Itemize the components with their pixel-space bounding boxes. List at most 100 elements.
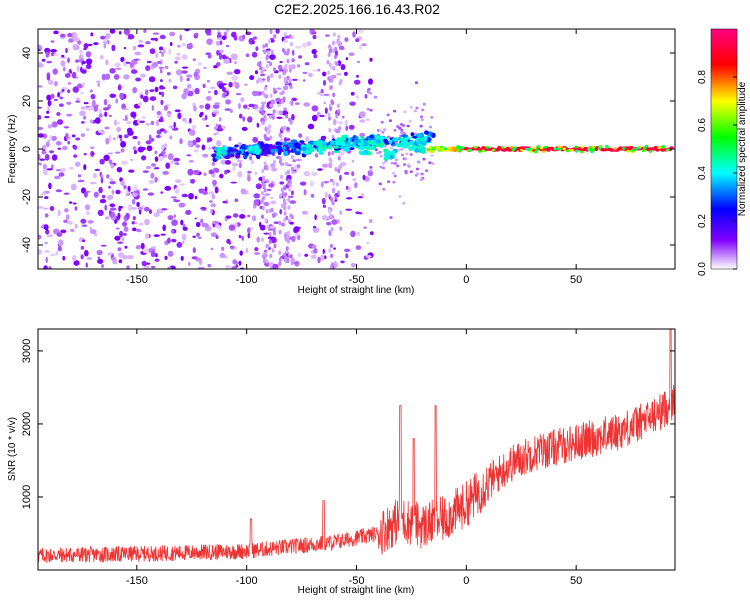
spectrogram-cell [359, 111, 366, 118]
spectrogram-cell [326, 60, 330, 65]
spectrogram-cell [137, 206, 144, 210]
spectrogram-cell [176, 52, 181, 56]
spectrogram-cell [41, 150, 47, 155]
spectrogram-cell [366, 107, 370, 111]
spectrogram-cell [266, 244, 270, 249]
spectrogram-cell [414, 81, 418, 85]
spectrogram-cell [270, 50, 274, 55]
spectrogram-cell [328, 231, 332, 236]
spectrogram-cell [112, 137, 116, 140]
spectrogram-cell [154, 37, 158, 42]
spectrogram-cell [161, 208, 168, 211]
spectrogram-cell [289, 254, 293, 259]
spectrogram-cell [68, 38, 74, 43]
spectrogram-cell [251, 51, 258, 58]
spectrogram-cell [288, 78, 292, 84]
spectrogram-cell [217, 124, 222, 131]
spectrogram-cell [149, 48, 156, 55]
spectrogram-cell [337, 34, 341, 40]
spectrogram-cell [80, 121, 85, 124]
spectrogram-cell [134, 51, 141, 56]
spectrogram-cell [108, 159, 113, 164]
spectrogram-cell [280, 126, 284, 131]
spectrogram-cell [320, 135, 327, 140]
spectrogram-cell [360, 136, 365, 140]
spectrogram-cell [329, 266, 333, 269]
spectrogram-cell [303, 189, 307, 196]
spectrogram-cell [249, 155, 253, 161]
spectrogram-cell [276, 87, 282, 90]
spectrogram-cell [55, 189, 63, 193]
spectrogram-cell [46, 60, 53, 64]
spectrogram-cell [278, 132, 282, 138]
spectrogram-cell [263, 86, 267, 91]
spectrogram-cell [363, 226, 367, 229]
spectrogram-cell [61, 87, 68, 90]
spectrogram-cell [122, 221, 127, 227]
spectrogram-cell [38, 153, 41, 161]
spectrogram-cell [142, 188, 149, 191]
spectrogram-cell [263, 49, 267, 55]
spectrogram-cell [47, 79, 54, 85]
spectrogram-cell [261, 206, 265, 211]
spectrogram-cell [161, 91, 165, 98]
snr-x-tick-label: 0 [463, 575, 469, 587]
spectrogram-cell [123, 29, 131, 35]
spectrogram-cell [38, 106, 43, 109]
spectrogram-cell [264, 126, 268, 132]
spectrogram-cell [253, 148, 259, 154]
spectrogram-cell [120, 148, 125, 153]
spectrogram-cell [294, 102, 300, 106]
spectrogram-cell [272, 231, 276, 236]
spectrogram-y-tick-label: -40 [21, 237, 33, 253]
spectrogram-cell [98, 186, 103, 194]
spectrogram-cell [167, 266, 172, 269]
spectrogram-cell [263, 150, 269, 155]
spectrogram-cell [285, 246, 289, 251]
spectrogram-cell [297, 64, 301, 68]
spectrogram-cell [221, 54, 227, 59]
spectrogram-cell [225, 199, 229, 205]
spectrogram-cell [439, 145, 444, 149]
spectrogram-cell [401, 134, 409, 138]
spectrogram-cell [90, 89, 93, 93]
spectrogram-cell [72, 202, 77, 205]
spectrogram-cell [69, 166, 74, 170]
spectrogram-cell [261, 120, 265, 125]
spectrogram-cell [117, 84, 122, 91]
spectrogram-cell [240, 97, 245, 103]
spectrogram-cell [260, 237, 264, 242]
spectrogram-cell [174, 162, 179, 165]
spectrogram-cell [359, 132, 366, 138]
spectrogram-cell [259, 80, 265, 84]
spectrogram-cell [97, 256, 101, 260]
spectrogram-cell [159, 68, 163, 74]
spectrogram-cell [108, 210, 112, 215]
spectrogram-cell [144, 218, 150, 226]
spectrogram-cell [66, 221, 73, 225]
spectrogram-cell [279, 60, 283, 64]
spectrogram-cell [366, 241, 370, 244]
spectrogram-cell [47, 139, 50, 142]
spectrogram-cell [290, 154, 294, 160]
spectrogram-cell [226, 71, 234, 76]
spectrogram-cell [193, 71, 198, 78]
spectrogram-cell [154, 176, 158, 183]
spectrogram-cell [402, 144, 408, 149]
spectrogram-cell [218, 54, 223, 60]
spectrogram-cell [43, 168, 48, 176]
spectrogram-cell [410, 132, 415, 137]
spectrogram-cell [145, 41, 151, 45]
spectrogram-cell [60, 56, 67, 59]
spectrogram-cell [305, 143, 312, 148]
spectrogram-cell [247, 107, 250, 111]
spectrogram-cell [227, 265, 232, 269]
spectrogram-cell [317, 168, 323, 171]
spectrogram-cell [402, 163, 407, 166]
spectrogram-cell [178, 202, 186, 208]
spectrogram-cell [69, 228, 75, 233]
spectrogram-cell [118, 259, 123, 264]
spectrogram-cell [96, 249, 103, 256]
spectrogram-cell [322, 163, 329, 168]
spectrogram-cell [265, 166, 269, 171]
